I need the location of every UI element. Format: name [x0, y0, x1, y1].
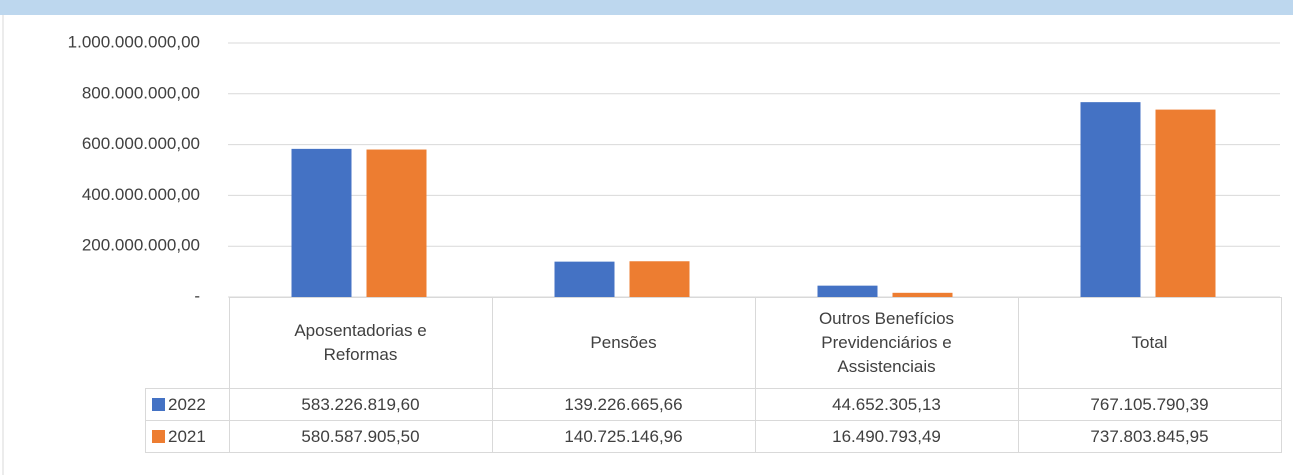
data-table: Aposentadorias e Reformas Pensões Outros B… [145, 297, 1282, 453]
bar [1155, 109, 1216, 297]
corner-cell [145, 297, 230, 389]
legend-swatch [152, 429, 165, 443]
category-label: Total [1017, 297, 1282, 389]
legend-cell: 2022 [145, 388, 230, 421]
value-label: 16.490.793,49 [754, 420, 1019, 453]
legend-swatch [152, 397, 165, 411]
top-band [0, 0, 1293, 15]
legend-label: 2021 [168, 426, 206, 446]
category-label: Outros Benefícios Previdenciários e Assi… [754, 297, 1019, 389]
value-label: 767.105.790,39 [1017, 388, 1282, 421]
bar [629, 261, 690, 297]
y-tick-label: 800.000.000,00 [82, 83, 200, 102]
value-label: 140.725.146,96 [491, 420, 756, 453]
y-tick-label: 200.000.000,00 [82, 236, 200, 255]
y-tick-label: 400.000.000,00 [82, 185, 200, 204]
bar [892, 292, 953, 297]
series-row: 2021 580.587.905,50 140.725.146,96 16.490.7… [145, 420, 1282, 453]
bar [1080, 102, 1141, 298]
y-tick-label: 600.000.000,00 [82, 134, 200, 153]
y-tick-label: 1.000.000.000,00 [68, 32, 200, 51]
bar [554, 261, 615, 297]
value-label: 139.226.665,66 [491, 388, 756, 421]
value-label: 737.803.845,95 [1017, 420, 1282, 453]
series-row: 2022 583.226.819,60 139.226.665,66 44.652.3… [145, 388, 1282, 421]
y-tick-label: - [194, 286, 200, 305]
category-label: Aposentadorias e Reformas [228, 297, 493, 389]
legend-cell: 2021 [145, 420, 230, 453]
legend-label: 2022 [168, 394, 206, 414]
bar [366, 149, 427, 297]
value-label: 583.226.819,60 [228, 388, 493, 421]
header-row: Aposentadorias e Reformas Pensões Outros B… [145, 297, 1282, 389]
value-label: 580.587.905,50 [228, 420, 493, 453]
value-label: 44.652.305,13 [754, 388, 1019, 421]
bar [817, 285, 878, 297]
bar [291, 148, 352, 297]
category-label: Pensões [491, 297, 756, 389]
